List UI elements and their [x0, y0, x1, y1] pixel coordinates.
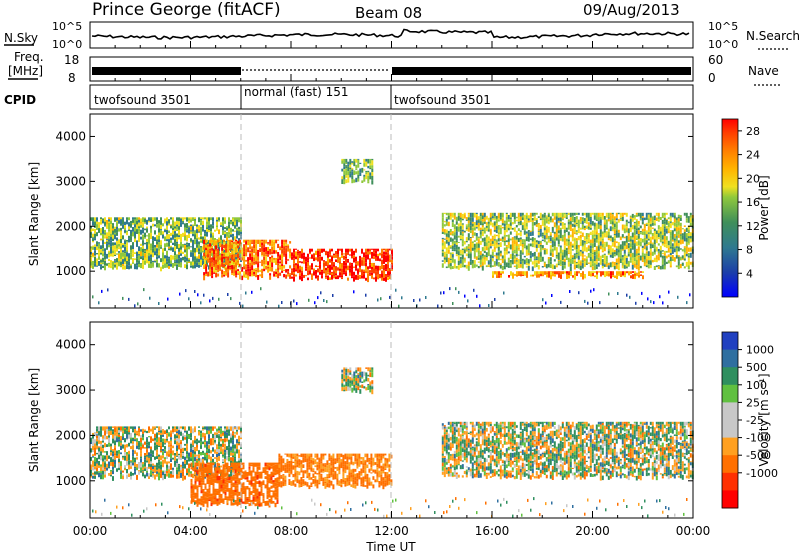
cpid-panel: CPID twofsound 3501 normal (fast) 151 tw…	[4, 85, 693, 109]
velocity-colorbar-tick: -1000	[746, 467, 778, 480]
x-axis-label: Time UT	[365, 540, 416, 554]
freq-right-top: 60	[708, 53, 723, 67]
x-tick-label: 00:00	[676, 524, 711, 538]
y-tick-label: 3000	[55, 174, 86, 188]
frequency-band-3	[392, 67, 691, 75]
date-label: 09/Aug/2013	[583, 1, 680, 19]
velocity-colorbar-tick: 500	[746, 361, 767, 374]
freq-label-2: [MHz]	[8, 64, 43, 78]
y-tick-label: 4000	[55, 129, 86, 143]
beam-label: Beam 08	[355, 4, 422, 22]
power-colorbar-tick: 24	[746, 149, 760, 162]
y-tick-label: 1000	[55, 264, 86, 278]
velocity-colorbar	[722, 332, 738, 509]
scatter-region-3	[291, 249, 393, 282]
power-colorbar-tick: 4	[746, 267, 753, 280]
scatter-region-4	[341, 367, 373, 394]
noise-right-top: 10^5	[708, 20, 738, 33]
station-title: Prince George (fitACF)	[92, 0, 281, 20]
scatter-region-3	[278, 454, 392, 490]
power-ylabel: Slant Range [km]	[27, 162, 41, 266]
noise-right-bottom: 10^0	[708, 38, 738, 51]
scatter-region-4	[341, 159, 373, 185]
frequency-panel: Freq. [MHz] 18 8 60 0 Nave	[8, 50, 780, 85]
velocity-colorbar-title: Velocity [m s⁻¹]	[757, 373, 771, 466]
x-tick-label: 00:00	[73, 524, 108, 538]
power-colorbar-title: Power [dB]	[757, 175, 771, 240]
cpid-segment-1: twofsound 3501	[94, 93, 191, 107]
x-tick-label: 08:00	[274, 524, 309, 538]
scatter-region-5	[442, 213, 694, 272]
velocity-ylabel: Slant Range [km]	[27, 368, 41, 472]
nave-label: Nave	[748, 64, 779, 78]
x-tick-label: 12:00	[374, 524, 409, 538]
power-colorbar-tick: 28	[746, 125, 760, 138]
freq-label-1: Freq.	[14, 50, 44, 64]
x-tick-label: 20:00	[575, 524, 610, 538]
freq-left-top: 18	[64, 53, 79, 67]
x-tick-label: 16:00	[475, 524, 510, 538]
power-colorbar-tick: 8	[746, 244, 753, 257]
power-colorbar	[722, 119, 738, 297]
velocity-colorbar-tick: 1000	[746, 344, 774, 357]
noise-right-label: N.Search	[746, 29, 800, 43]
noise-panel: N.Sky 10^5 10^0 10^5 10^0 N.Search	[4, 20, 800, 51]
y-tick-label: 2000	[55, 428, 86, 442]
scatter-region-6	[492, 271, 644, 279]
y-tick-label: 2000	[55, 219, 86, 233]
scatter-region-2	[203, 240, 291, 281]
freq-left-bottom: 8	[68, 71, 76, 85]
y-tick-label: 3000	[55, 383, 86, 397]
cpid-segment-2: normal (fast) 151	[244, 85, 348, 99]
freq-right-bottom: 0	[708, 71, 716, 85]
y-tick-label: 1000	[55, 474, 86, 488]
cpid-segment-3: twofsound 3501	[394, 93, 491, 107]
scatter-region-5	[442, 422, 694, 481]
velocity-panel: 1000 2000 3000 4000 Slant Range [km] 1000 50…	[27, 322, 778, 518]
ground-scatter	[92, 497, 688, 518]
noise-left-top: 10^5	[52, 20, 82, 33]
noise-left-bottom: 10^0	[52, 38, 82, 51]
y-tick-label: 4000	[55, 338, 86, 352]
cpid-label: CPID	[4, 93, 36, 107]
frequency-band-1	[92, 67, 241, 75]
x-tick-label: 04:00	[173, 524, 208, 538]
noise-trace	[92, 30, 689, 39]
noise-left-label: N.Sky	[4, 31, 38, 45]
